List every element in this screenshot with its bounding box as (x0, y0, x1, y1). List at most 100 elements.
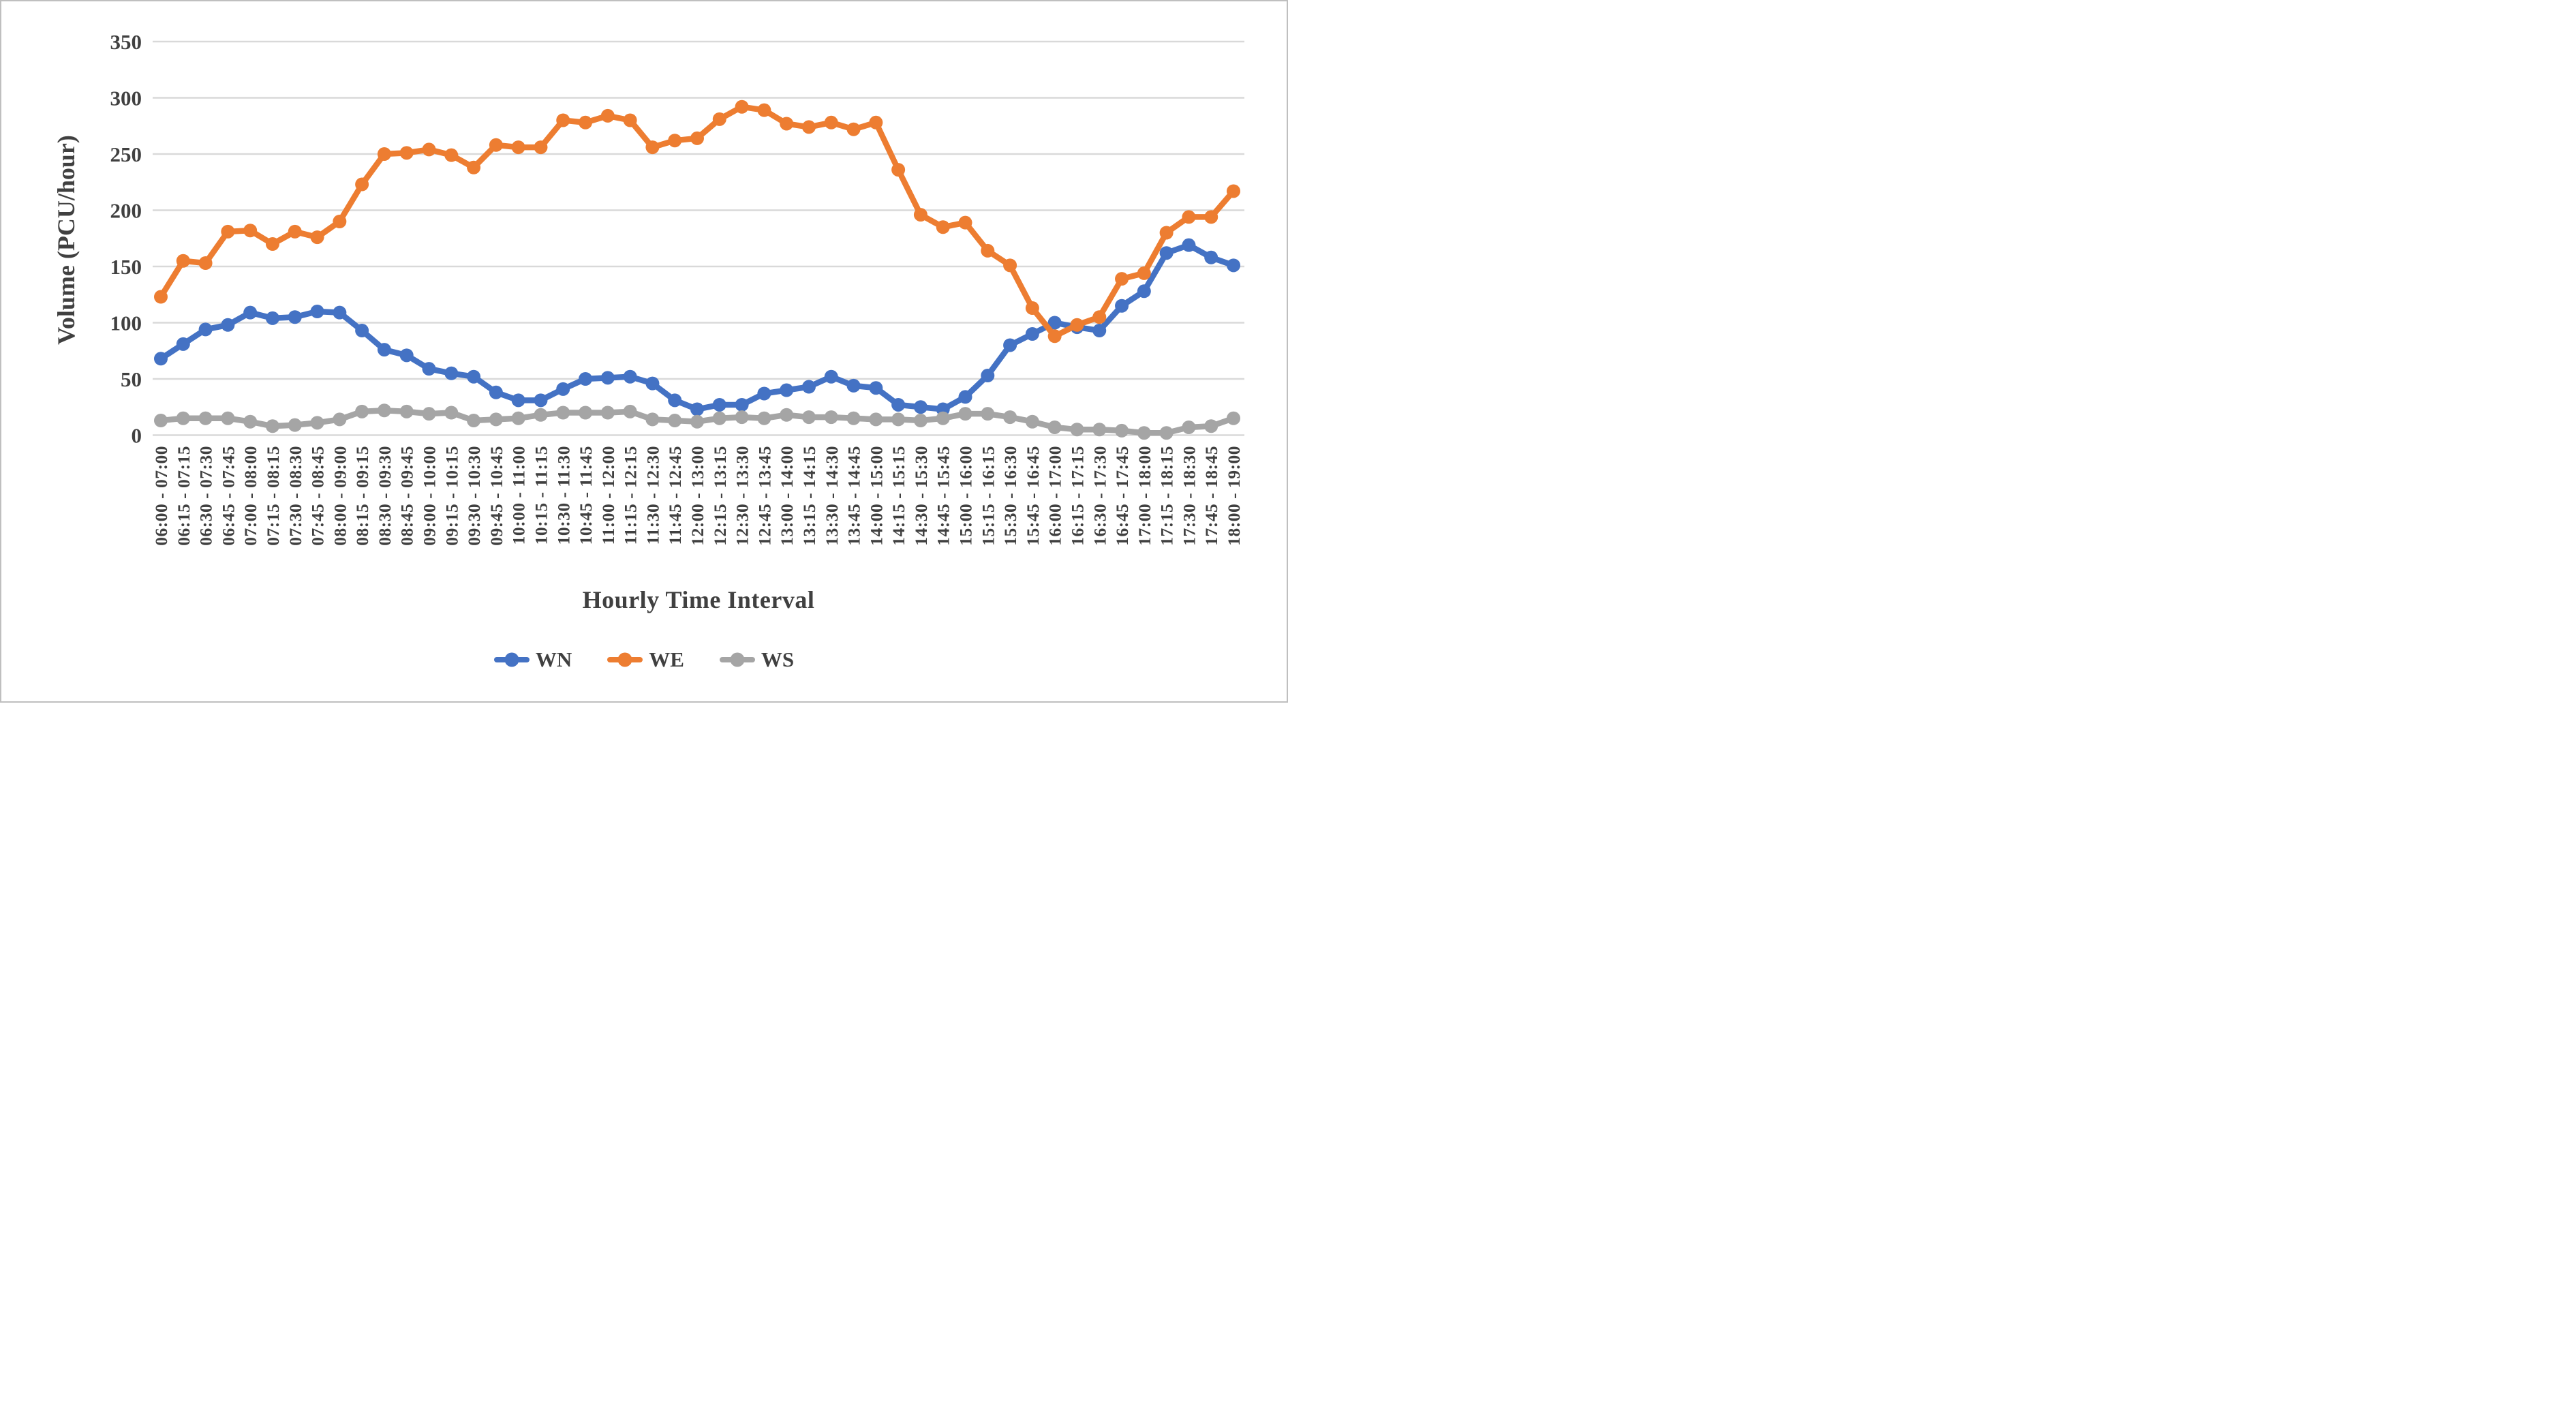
data-point (1070, 318, 1084, 332)
data-point (556, 382, 570, 396)
svg-text:09:30 - 10:30: 09:30 - 10:30 (464, 446, 484, 546)
data-point (1092, 423, 1107, 437)
data-point (1204, 210, 1218, 224)
data-point (333, 215, 347, 228)
svg-text:17:30 - 18:30: 17:30 - 18:30 (1179, 446, 1199, 546)
data-point (511, 411, 525, 425)
svg-text:10:45 - 11:45: 10:45 - 11:45 (576, 446, 596, 545)
x-axis-title: Hourly Time Interval (582, 586, 815, 613)
data-point (1092, 324, 1107, 338)
svg-text:15:45 - 16:45: 15:45 - 16:45 (1023, 446, 1043, 546)
data-point (1204, 250, 1218, 264)
data-point (801, 120, 816, 134)
svg-text:17:15 - 18:15: 17:15 - 18:15 (1157, 446, 1177, 546)
data-point (712, 112, 726, 126)
data-point (399, 146, 414, 160)
data-point (1092, 310, 1107, 324)
data-point (869, 412, 883, 427)
data-point (1047, 316, 1062, 330)
data-point (355, 404, 369, 418)
data-point (668, 414, 682, 428)
data-point (310, 416, 324, 430)
data-point (154, 290, 168, 304)
data-point (600, 108, 615, 123)
svg-text:12:15 - 13:15: 12:15 - 13:15 (710, 446, 730, 546)
data-point (198, 411, 213, 425)
svg-text:12:00 - 13:00: 12:00 - 13:00 (688, 446, 707, 546)
svg-text:14:45 - 15:45: 14:45 - 15:45 (934, 446, 953, 546)
svg-text:200: 200 (110, 199, 142, 223)
data-point (1115, 423, 1129, 438)
data-point (534, 393, 548, 408)
data-point (444, 366, 459, 380)
svg-text:16:15 - 17:15: 16:15 - 17:15 (1067, 446, 1087, 546)
data-point (467, 369, 481, 384)
data-point (489, 138, 503, 152)
data-point (1025, 414, 1039, 429)
we-line-marker-icon (607, 652, 643, 667)
data-point (221, 318, 235, 332)
plot-area: 0 50 100 150 200 250 300 350 06:00 - 07:00 06:15 … (110, 30, 1244, 546)
data-point (981, 407, 995, 421)
data-point (913, 414, 927, 428)
data-point (600, 371, 615, 385)
data-point (288, 418, 302, 432)
data-point (1137, 426, 1151, 440)
data-point (243, 224, 258, 238)
svg-text:07:45 - 08:45: 07:45 - 08:45 (308, 446, 328, 546)
svg-text:15:30 - 16:30: 15:30 - 16:30 (1000, 446, 1020, 546)
data-point (936, 411, 950, 425)
svg-text:08:45 - 09:45: 08:45 - 09:45 (397, 446, 417, 546)
data-point (556, 406, 570, 420)
data-point (444, 148, 459, 162)
data-point (399, 404, 414, 418)
svg-text:100: 100 (110, 311, 142, 335)
data-point (690, 131, 704, 145)
data-point (1047, 329, 1062, 343)
svg-text:13:45 - 14:45: 13:45 - 14:45 (844, 446, 864, 546)
data-point (846, 378, 861, 393)
data-point (467, 160, 481, 174)
data-point (623, 113, 637, 127)
data-point (668, 134, 682, 148)
data-point (913, 400, 927, 414)
data-point (623, 404, 637, 418)
data-point (780, 117, 794, 131)
svg-text:0: 0 (132, 424, 142, 448)
data-point (600, 406, 615, 420)
data-point (511, 140, 525, 155)
data-point (869, 115, 883, 129)
data-point (958, 390, 972, 404)
data-point (377, 403, 391, 418)
data-point (981, 243, 995, 258)
data-point (735, 397, 749, 412)
gridlines (153, 40, 1244, 436)
data-point (668, 393, 682, 408)
data-point (1137, 266, 1151, 280)
data-point (846, 411, 861, 425)
svg-text:16:00 - 17:00: 16:00 - 17:00 (1045, 446, 1065, 546)
legend-item-ws: WS (719, 647, 794, 672)
svg-text:13:00 - 14:00: 13:00 - 14:00 (777, 446, 797, 546)
data-point (645, 140, 660, 155)
data-point (355, 324, 369, 338)
svg-text:09:45 - 10:45: 09:45 - 10:45 (487, 446, 506, 546)
data-point (579, 115, 593, 129)
svg-text:14:15 - 15:15: 14:15 - 15:15 (889, 446, 908, 546)
svg-text:10:00 - 11:00: 10:00 - 11:00 (509, 446, 529, 545)
svg-text:15:00 - 16:00: 15:00 - 16:00 (956, 446, 976, 546)
data-point (1115, 299, 1129, 313)
svg-text:10:15 - 11:15: 10:15 - 11:15 (531, 446, 551, 545)
y-axis-title: Volume (PCU/hour) (52, 135, 80, 345)
data-point (869, 381, 883, 395)
data-point (154, 414, 168, 428)
legend: WN WE WS (1, 647, 1287, 672)
data-point (936, 220, 950, 234)
data-point (1182, 210, 1196, 224)
data-point (735, 100, 749, 114)
data-point (422, 362, 436, 376)
svg-text:11:30 - 12:30: 11:30 - 12:30 (643, 446, 662, 545)
data-point (690, 402, 704, 416)
data-point (891, 412, 906, 427)
data-point (958, 407, 972, 421)
